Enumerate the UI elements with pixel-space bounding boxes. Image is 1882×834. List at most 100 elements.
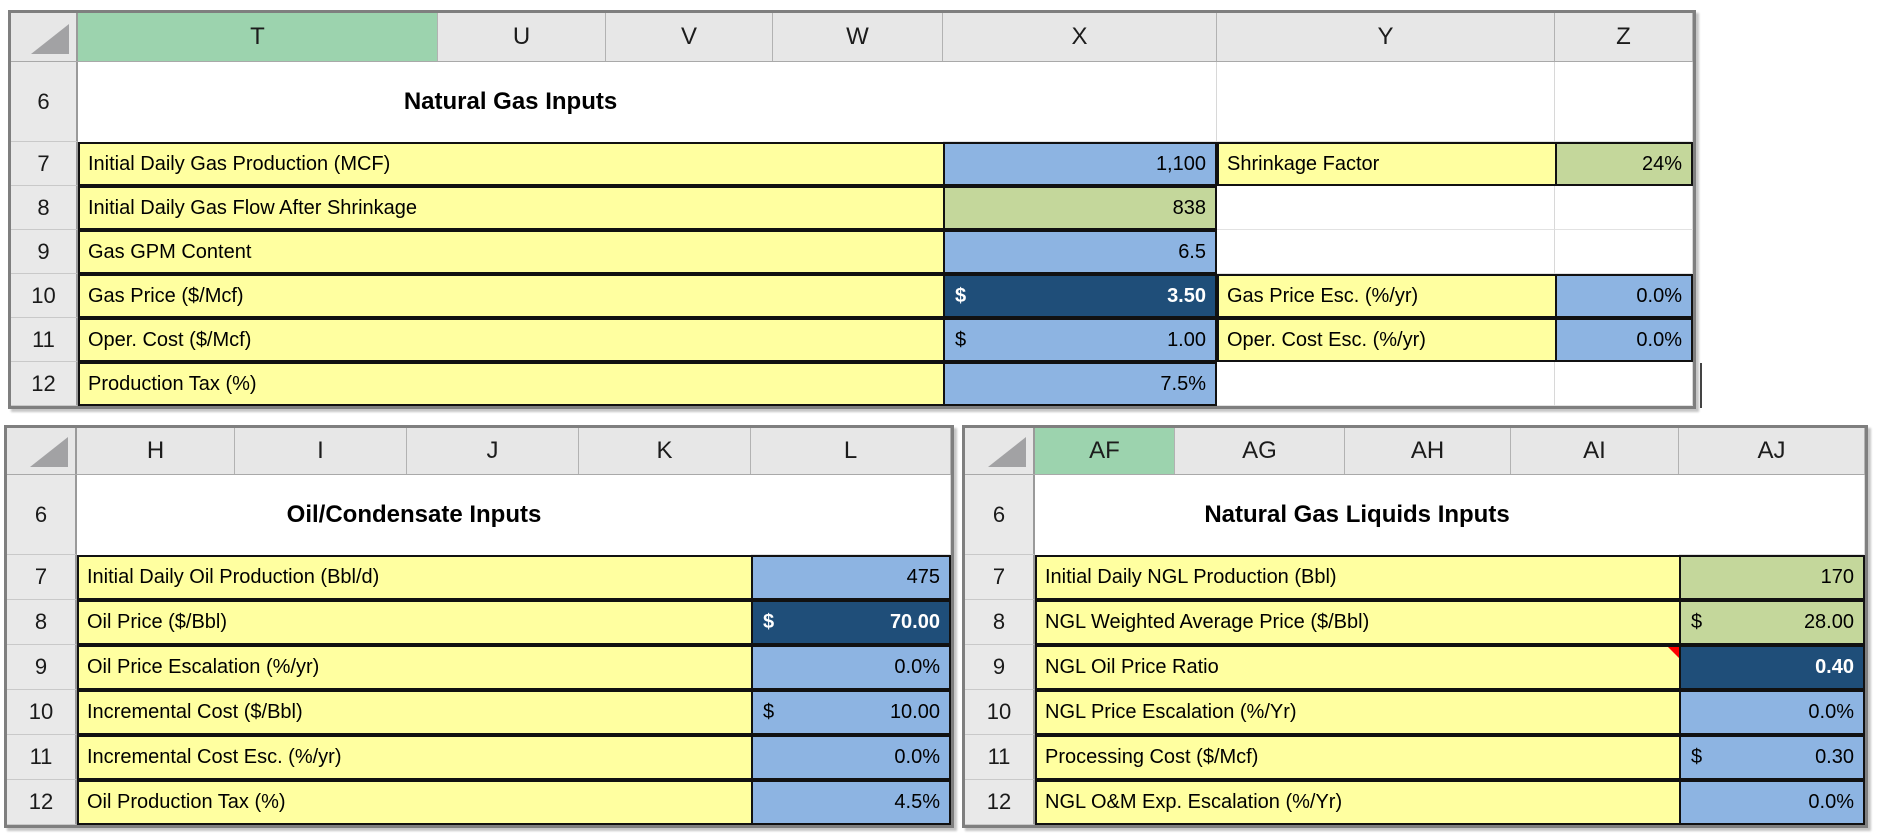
row-header-10[interactable]: 10: [11, 274, 78, 318]
row-header-11[interactable]: 11: [965, 735, 1035, 780]
empty-cell[interactable]: [1555, 186, 1693, 230]
oil-section-title[interactable]: Oil/Condensate Inputs: [77, 475, 751, 555]
column-header-AH[interactable]: AH: [1345, 428, 1511, 474]
gas-label-gas-gpm-content[interactable]: Gas GPM Content: [78, 230, 943, 274]
oil-label-incremental-cost-esc[interactable]: Incremental Cost Esc. (%/yr): [77, 735, 751, 780]
ngl-label-price-escalation[interactable]: NGL Price Escalation (%/Yr): [1035, 690, 1679, 735]
gas-value-shrinkage-factor[interactable]: 24%: [1555, 142, 1693, 186]
gas-value-gas-gpm-content[interactable]: 6.5: [943, 230, 1217, 274]
column-header-Y[interactable]: Y: [1217, 13, 1555, 61]
empty-cell[interactable]: [1555, 362, 1693, 406]
empty-cell[interactable]: [1679, 475, 1865, 555]
gas-value-gas-flow-after-shrinkage[interactable]: 838: [943, 186, 1217, 230]
column-header-AF[interactable]: AF: [1035, 428, 1175, 474]
column-header-Z[interactable]: Z: [1555, 13, 1693, 61]
gas-label-oper-cost[interactable]: Oper. Cost ($/Mcf): [78, 318, 943, 362]
oil-value-incremental-cost-esc[interactable]: 0.0%: [751, 735, 951, 780]
oil-label-initial-daily-oil-production[interactable]: Initial Daily Oil Production (Bbl/d): [77, 555, 751, 600]
select-all-corner[interactable]: [7, 428, 77, 474]
column-header-L[interactable]: L: [751, 428, 951, 474]
row-header-12[interactable]: 12: [7, 780, 77, 825]
oil-label-oil-price[interactable]: Oil Price ($/Bbl): [77, 600, 751, 645]
select-all-corner[interactable]: [11, 13, 78, 61]
gas-label-initial-daily-gas-production[interactable]: Initial Daily Gas Production (MCF): [78, 142, 943, 186]
oil-value-initial-daily-oil-production[interactable]: 475: [751, 555, 951, 600]
row-header-9[interactable]: 9: [965, 645, 1035, 690]
ngl-label-oil-price-ratio[interactable]: NGL Oil Price Ratio: [1035, 645, 1679, 690]
oil-value-oil-price-escalation[interactable]: 0.0%: [751, 645, 951, 690]
oil-value-oil-price[interactable]: $ 70.00: [751, 600, 951, 645]
row-header-8[interactable]: 8: [11, 186, 78, 230]
column-header-X[interactable]: X: [943, 13, 1217, 61]
row-header-7[interactable]: 7: [7, 555, 77, 600]
ngl-value-initial-daily-ngl-production[interactable]: 170: [1679, 555, 1865, 600]
gas-section-title[interactable]: Natural Gas Inputs: [78, 62, 943, 142]
ngl-title-row: 6 Natural Gas Liquids Inputs: [965, 475, 1865, 555]
column-header-V[interactable]: V: [606, 13, 773, 61]
row-header-7[interactable]: 7: [965, 555, 1035, 600]
ngl-value-weighted-average-price[interactable]: $ 28.00: [1679, 600, 1865, 645]
column-header-J[interactable]: J: [407, 428, 579, 474]
gas-value-oper-cost[interactable]: $ 1.00: [943, 318, 1217, 362]
gas-value-initial-daily-gas-production[interactable]: 1,100: [943, 142, 1217, 186]
ngl-value-oil-price-ratio[interactable]: 0.40: [1679, 645, 1865, 690]
column-header-W[interactable]: W: [773, 13, 943, 61]
row-header-6[interactable]: 6: [11, 62, 78, 142]
column-header-U[interactable]: U: [438, 13, 606, 61]
ngl-label-processing-cost[interactable]: Processing Cost ($/Mcf): [1035, 735, 1679, 780]
ngl-section-title[interactable]: Natural Gas Liquids Inputs: [1035, 475, 1679, 555]
row-header-6[interactable]: 6: [7, 475, 77, 555]
gas-value-gas-price[interactable]: $ 3.50: [943, 274, 1217, 318]
ngl-value-om-exp-escalation[interactable]: 0.0%: [1679, 780, 1865, 825]
column-header-AI[interactable]: AI: [1511, 428, 1679, 474]
row-header-7[interactable]: 7: [11, 142, 78, 186]
ngl-label-weighted-average-price[interactable]: NGL Weighted Average Price ($/Bbl): [1035, 600, 1679, 645]
row-header-9[interactable]: 9: [7, 645, 77, 690]
empty-cell[interactable]: [1217, 230, 1555, 274]
row-header-6[interactable]: 6: [965, 475, 1035, 555]
gas-label-gas-flow-after-shrinkage[interactable]: Initial Daily Gas Flow After Shrinkage: [78, 186, 943, 230]
gas-label-oper-cost-esc[interactable]: Oper. Cost Esc. (%/yr): [1217, 318, 1555, 362]
empty-cell[interactable]: [1217, 62, 1555, 142]
empty-cell[interactable]: [1555, 62, 1693, 142]
currency-symbol: $: [763, 611, 775, 633]
oil-label-incremental-cost[interactable]: Incremental Cost ($/Bbl): [77, 690, 751, 735]
row-header-12[interactable]: 12: [965, 780, 1035, 825]
select-all-corner[interactable]: [965, 428, 1035, 474]
column-header-AJ[interactable]: AJ: [1679, 428, 1865, 474]
gas-label-production-tax[interactable]: Production Tax (%): [78, 362, 943, 406]
row-header-10[interactable]: 10: [965, 690, 1035, 735]
empty-cell[interactable]: [751, 475, 951, 555]
gas-value-oper-cost-esc[interactable]: 0.0%: [1555, 318, 1693, 362]
ngl-label-om-exp-escalation[interactable]: NGL O&M Exp. Escalation (%/Yr): [1035, 780, 1679, 825]
oil-value-oil-production-tax[interactable]: 4.5%: [751, 780, 951, 825]
empty-cell[interactable]: [1555, 230, 1693, 274]
ngl-value-processing-cost[interactable]: $ 0.30: [1679, 735, 1865, 780]
row-header-9[interactable]: 9: [11, 230, 78, 274]
row-header-8[interactable]: 8: [7, 600, 77, 645]
column-header-H[interactable]: H: [77, 428, 235, 474]
row-header-11[interactable]: 11: [11, 318, 78, 362]
gas-label-shrinkage-factor[interactable]: Shrinkage Factor: [1217, 142, 1555, 186]
oil-label-oil-production-tax[interactable]: Oil Production Tax (%): [77, 780, 751, 825]
oil-column-header-row: H I J K L: [7, 428, 951, 475]
row-header-12[interactable]: 12: [11, 362, 78, 406]
column-header-AG[interactable]: AG: [1175, 428, 1345, 474]
row-header-11[interactable]: 11: [7, 735, 77, 780]
gas-value-production-tax[interactable]: 7.5%: [943, 362, 1217, 406]
empty-cell[interactable]: [1217, 362, 1555, 406]
ngl-value-price-escalation[interactable]: 0.0%: [1679, 690, 1865, 735]
gas-value-gas-price-esc[interactable]: 0.0%: [1555, 274, 1693, 318]
row-header-10[interactable]: 10: [7, 690, 77, 735]
gas-label-gas-price[interactable]: Gas Price ($/Mcf): [78, 274, 943, 318]
gas-label-gas-price-esc[interactable]: Gas Price Esc. (%/yr): [1217, 274, 1555, 318]
row-header-8[interactable]: 8: [965, 600, 1035, 645]
oil-label-oil-price-escalation[interactable]: Oil Price Escalation (%/yr): [77, 645, 751, 690]
column-header-I[interactable]: I: [235, 428, 407, 474]
column-header-T[interactable]: T: [78, 13, 438, 61]
ngl-label-initial-daily-ngl-production[interactable]: Initial Daily NGL Production (Bbl): [1035, 555, 1679, 600]
empty-cell[interactable]: [943, 62, 1217, 142]
empty-cell[interactable]: [1217, 186, 1555, 230]
column-header-K[interactable]: K: [579, 428, 751, 474]
oil-value-incremental-cost[interactable]: $ 10.00: [751, 690, 951, 735]
